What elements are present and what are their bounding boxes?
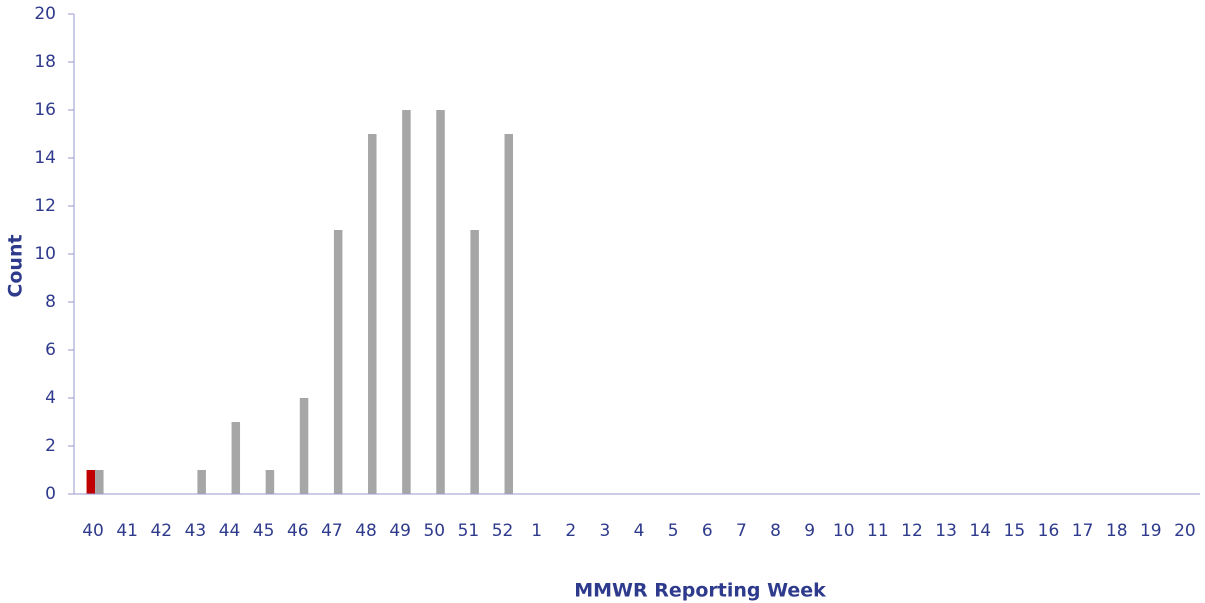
x-tick-label: 48 bbox=[355, 521, 377, 541]
bar bbox=[402, 110, 411, 494]
x-tick-label: 1 bbox=[531, 521, 542, 541]
x-tick-label: 7 bbox=[736, 521, 747, 541]
x-tick-label: 49 bbox=[389, 521, 411, 541]
bar bbox=[470, 230, 479, 494]
x-tick-label: 14 bbox=[969, 521, 991, 541]
x-tick-label: 2 bbox=[565, 521, 576, 541]
x-tick-label: 46 bbox=[287, 521, 309, 541]
x-tick-label: 51 bbox=[458, 521, 480, 541]
x-tick-label: 6 bbox=[702, 521, 713, 541]
y-tick-label: 14 bbox=[34, 148, 56, 168]
y-tick-label: 20 bbox=[34, 4, 56, 24]
x-tick-label: 16 bbox=[1038, 521, 1060, 541]
x-tick-label: 41 bbox=[116, 521, 138, 541]
y-tick-label: 2 bbox=[45, 436, 56, 456]
bar bbox=[504, 134, 514, 494]
x-tick-label: 3 bbox=[599, 521, 610, 541]
x-tick-label: 43 bbox=[185, 521, 207, 541]
bar bbox=[95, 470, 104, 494]
x-tick-label: 11 bbox=[867, 521, 889, 541]
x-tick-label: 4 bbox=[634, 521, 645, 541]
bar bbox=[299, 398, 309, 494]
x-tick-label: 40 bbox=[82, 521, 104, 541]
x-tick-label: 10 bbox=[833, 521, 855, 541]
y-tick-label: 18 bbox=[34, 52, 56, 72]
bar bbox=[231, 422, 241, 494]
x-tick-label: 15 bbox=[1004, 521, 1026, 541]
y-tick-label: 16 bbox=[34, 100, 56, 120]
x-tick-label: 52 bbox=[492, 521, 514, 541]
y-tick-label: 12 bbox=[34, 196, 56, 216]
x-tick-label: 9 bbox=[804, 521, 815, 541]
x-tick-label: 5 bbox=[668, 521, 679, 541]
x-tick-label: 13 bbox=[935, 521, 957, 541]
y-tick-label: 8 bbox=[45, 292, 56, 312]
bar bbox=[368, 134, 377, 494]
x-tick-label: 12 bbox=[901, 521, 923, 541]
bar bbox=[333, 230, 343, 494]
bar bbox=[86, 470, 96, 494]
x-tick-label: 45 bbox=[253, 521, 275, 541]
y-axis-title: Count bbox=[5, 234, 27, 297]
x-tick-label: 8 bbox=[770, 521, 781, 541]
x-axis-title: MMWR Reporting Week bbox=[574, 580, 826, 602]
bar bbox=[265, 470, 275, 494]
bar bbox=[197, 470, 206, 494]
bar bbox=[436, 110, 445, 494]
y-tick-label: 0 bbox=[45, 484, 56, 504]
x-tick-label: 20 bbox=[1174, 521, 1196, 541]
y-tick-label: 6 bbox=[45, 340, 56, 360]
x-tick-label: 44 bbox=[219, 521, 241, 541]
x-tick-label: 17 bbox=[1072, 521, 1094, 541]
x-tick-label: 50 bbox=[423, 521, 445, 541]
x-tick-label: 19 bbox=[1140, 521, 1162, 541]
x-tick-label: 42 bbox=[150, 521, 172, 541]
y-tick-label: 4 bbox=[45, 388, 56, 408]
x-tick-label: 18 bbox=[1106, 521, 1128, 541]
y-tick-label: 10 bbox=[34, 244, 56, 264]
x-tick-label: 47 bbox=[321, 521, 343, 541]
